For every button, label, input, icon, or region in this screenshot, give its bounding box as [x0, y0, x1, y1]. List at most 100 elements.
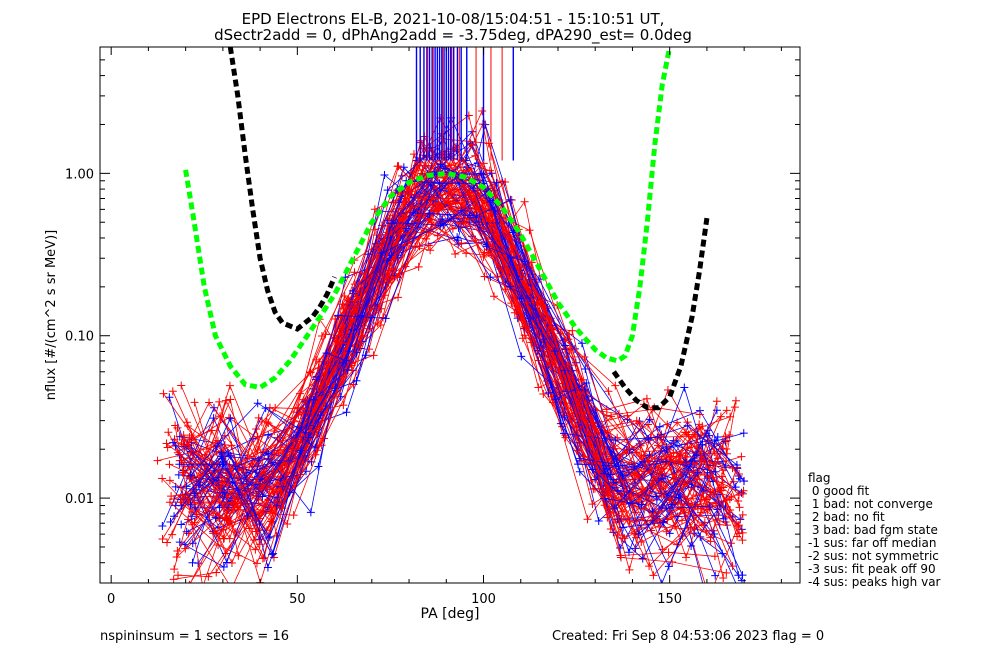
- data-trace: [198, 190, 745, 569]
- data-point-marker: [166, 518, 175, 527]
- data-point-marker: [165, 393, 174, 402]
- data-point-marker: [250, 535, 259, 544]
- data-point-marker: [606, 525, 615, 534]
- data-point-marker: [551, 395, 560, 404]
- flag-legend-entry: -4 sus: peaks high var: [808, 575, 941, 589]
- data-point-marker: [163, 538, 172, 547]
- data-point-marker: [478, 107, 487, 116]
- data-point-marker: [370, 205, 379, 214]
- data-point-marker: [721, 437, 730, 446]
- data-point-marker: [344, 347, 353, 356]
- data-point-marker: [173, 547, 182, 556]
- flag-legend-entry: 2 bad: no fit: [808, 510, 885, 524]
- data-point-marker: [457, 206, 466, 215]
- data-point-marker: [739, 477, 748, 486]
- data-point-marker: [453, 236, 462, 245]
- data-point-marker: [509, 228, 518, 237]
- data-point-marker: [426, 246, 435, 255]
- data-point-marker: [409, 208, 418, 217]
- data-point-marker: [506, 282, 515, 291]
- data-point-marker: [706, 487, 715, 496]
- data-point-marker: [645, 562, 654, 571]
- data-point-marker: [182, 527, 191, 536]
- data-point-marker: [682, 553, 691, 562]
- data-point-marker: [539, 389, 548, 398]
- data-trace: [179, 210, 718, 538]
- data-point-marker: [717, 472, 726, 481]
- data-point-marker: [264, 449, 273, 458]
- data-point-marker: [265, 532, 274, 541]
- data-point-marker: [469, 184, 478, 193]
- data-point-marker: [611, 436, 620, 445]
- data-point-marker: [642, 394, 651, 403]
- fit-curve: [183, 47, 673, 391]
- data-point-marker: [425, 209, 434, 218]
- data-point-marker: [735, 586, 743, 594]
- data-point-marker: [735, 503, 744, 512]
- data-point-marker: [644, 435, 653, 444]
- data-point-marker: [677, 516, 686, 525]
- data-point-marker: [202, 582, 204, 583]
- data-point-marker: [600, 469, 609, 478]
- data-point-marker: [460, 198, 469, 207]
- data-point-marker: [560, 413, 569, 422]
- data-point-marker: [722, 568, 731, 577]
- data-point-marker: [722, 444, 731, 453]
- data-point-marker: [436, 160, 445, 169]
- data-point-marker: [375, 244, 384, 253]
- data-point-marker: [732, 460, 741, 469]
- data-point-marker: [616, 553, 625, 562]
- data-point-marker: [693, 468, 702, 477]
- data-point-marker: [177, 381, 186, 390]
- data-point-marker: [251, 545, 260, 554]
- data-point-marker: [711, 467, 720, 476]
- data-point-marker: [176, 498, 185, 507]
- data-point-marker: [718, 466, 727, 475]
- data-point-marker: [283, 519, 292, 528]
- data-point-marker: [522, 298, 531, 307]
- x-axis-label: PA [deg]: [421, 606, 480, 622]
- data-point-marker: [216, 412, 225, 421]
- data-point-marker: [731, 396, 740, 405]
- data-point-marker: [448, 224, 457, 233]
- data-trace: [167, 197, 727, 532]
- axis-layer: 0 50 100 150 0.01 0.10 1.00: [65, 46, 800, 607]
- data-point-marker: [687, 541, 696, 550]
- data-point-marker: [683, 453, 692, 462]
- data-point-marker: [190, 398, 199, 407]
- data-point-marker: [594, 517, 603, 526]
- data-point-marker: [212, 568, 221, 577]
- data-point-marker: [215, 397, 224, 406]
- data-point-marker: [712, 397, 721, 406]
- data-point-marker: [209, 414, 218, 423]
- data-point-marker: [661, 484, 670, 493]
- flag-legend-entry: 3 bad: bad fgm state: [808, 523, 938, 537]
- data-point-marker: [222, 515, 231, 524]
- data-point-marker: [371, 225, 380, 234]
- data-point-marker: [158, 534, 167, 543]
- data-point-marker: [394, 293, 403, 302]
- data-point-marker: [226, 517, 235, 526]
- data-point-marker: [159, 389, 168, 398]
- data-point-marker: [480, 248, 489, 257]
- data-point-marker: [177, 456, 186, 465]
- data-point-marker: [510, 308, 519, 317]
- data-point-marker: [179, 468, 188, 477]
- data-point-marker: [219, 457, 228, 466]
- data-point-marker: [728, 562, 737, 571]
- data-point-marker: [695, 410, 704, 419]
- data-point-marker: [175, 538, 184, 547]
- data-point-marker: [179, 590, 187, 598]
- data-point-marker: [734, 521, 743, 530]
- data-point-marker: [658, 474, 667, 483]
- data-point-marker: [399, 163, 408, 172]
- data-point-marker: [219, 563, 228, 572]
- data-point-marker: [676, 453, 685, 461]
- data-point-marker: [710, 435, 719, 444]
- data-point-marker: [738, 528, 747, 537]
- data-point-marker: [169, 575, 178, 583]
- data-point-marker: [260, 553, 269, 562]
- data-point-marker: [729, 477, 738, 486]
- data-point-marker: [588, 465, 597, 474]
- data-point-marker: [436, 221, 445, 230]
